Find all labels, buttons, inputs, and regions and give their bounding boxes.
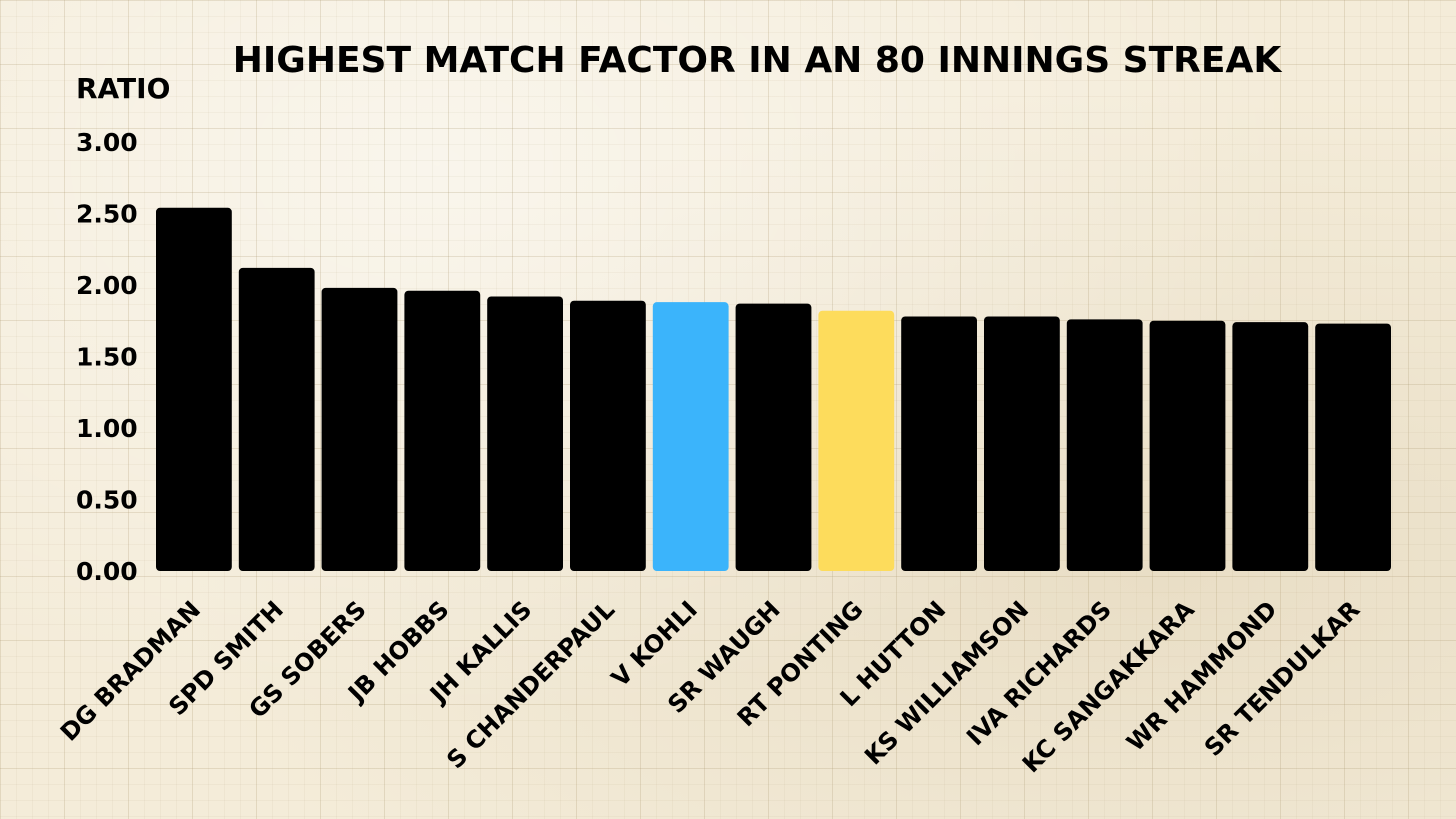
y-tick-label: 0.00	[76, 557, 138, 586]
bar	[238, 267, 315, 571]
y-axis-title: RATIO	[76, 72, 170, 105]
x-tick-label: WR HAMMOND	[1121, 595, 1282, 756]
bar	[321, 287, 398, 571]
y-axis-ticks: 0.00 0.50 1.00 1.50 2.00 2.50 3.00	[76, 128, 138, 586]
x-tick-label: IVA RICHARDS	[961, 595, 1117, 751]
y-tick-label: 2.50	[76, 200, 138, 229]
y-tick-label: 1.50	[76, 343, 138, 372]
bar	[1066, 319, 1143, 571]
bar	[1232, 322, 1309, 571]
chart-title: HIGHEST MATCH FACTOR IN AN 80 INNINGS ST…	[233, 40, 1283, 81]
y-tick-label: 2.00	[76, 271, 138, 300]
bar	[652, 302, 729, 571]
bar	[570, 300, 646, 571]
bar	[984, 316, 1060, 571]
bar	[735, 303, 812, 571]
bar	[1315, 323, 1391, 571]
x-tick-label: KS WILLIAMSON	[859, 595, 1034, 770]
bar	[404, 290, 481, 571]
x-tick-label: DG BRADMAN	[55, 595, 206, 746]
x-tick-label: S CHANDERPAUL	[441, 595, 620, 774]
bar	[1149, 320, 1226, 571]
bar	[901, 316, 977, 571]
y-tick-label: 3.00	[76, 128, 138, 157]
bar	[156, 207, 232, 571]
bar	[818, 310, 895, 571]
y-tick-label: 0.50	[76, 486, 138, 515]
bar	[487, 296, 563, 571]
x-tick-label: SR TENDULKAR	[1199, 595, 1365, 761]
bars	[156, 207, 1391, 571]
y-tick-label: 1.00	[76, 414, 138, 443]
